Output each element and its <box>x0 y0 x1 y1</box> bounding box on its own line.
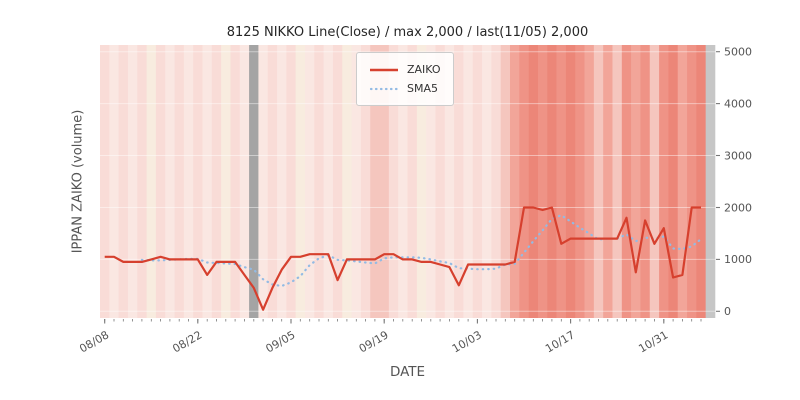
y-axis-label: IPPAN ZAIKO (volume) <box>70 109 86 254</box>
legend: ZAIKO SMA5 <box>356 52 454 106</box>
y-tick-label: 2000 <box>724 201 752 214</box>
x-tick-label: 10/03 <box>450 328 484 355</box>
y-axis-label-wrap: IPPAN ZAIKO (volume) <box>58 45 98 318</box>
legend-item-sma5: SMA5 <box>369 79 441 98</box>
chart-title: 8125 NIKKO Line(Close) / max 2,000 / las… <box>226 25 589 40</box>
y-tick-label: 3000 <box>724 149 752 162</box>
legend-item-zaiko: ZAIKO <box>369 60 441 79</box>
x-tick-label: 10/31 <box>636 328 670 355</box>
legend-sma5-line-sample <box>369 87 399 90</box>
zaiko-line <box>104 206 701 311</box>
legend-zaiko-line-sample <box>370 68 398 71</box>
x-tick-label: 09/19 <box>357 328 391 355</box>
legend-label-zaiko: ZAIKO <box>407 63 441 76</box>
x-tick-label: 08/08 <box>77 328 111 355</box>
x-tick-label: 08/22 <box>170 328 204 355</box>
x-ticks: 08/08 08/22 09/05 09/19 10/03 10/17 10/31 <box>77 319 702 355</box>
x-tick-label: 10/17 <box>543 328 577 355</box>
y-tick-label: 1000 <box>724 253 752 266</box>
y-tick-label: 4000 <box>724 97 752 110</box>
y-ticks: 0 1000 2000 3000 4000 5000 <box>716 46 752 318</box>
y-tick-label: 0 <box>724 305 731 318</box>
legend-label-sma5: SMA5 <box>407 82 438 95</box>
x-axis-label: DATE <box>389 364 426 380</box>
x-tick-label: 09/05 <box>264 328 298 355</box>
y-tick-label: 5000 <box>724 46 752 59</box>
day-bands <box>100 45 716 318</box>
